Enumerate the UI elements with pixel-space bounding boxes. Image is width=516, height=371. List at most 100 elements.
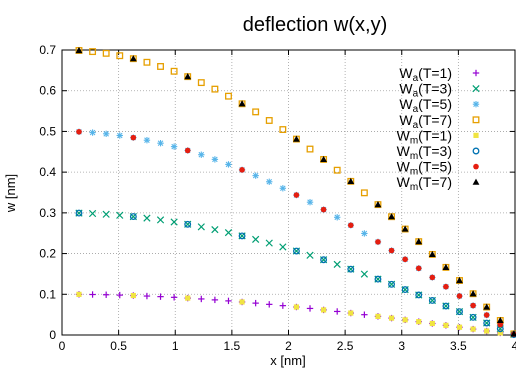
data-point xyxy=(102,210,110,218)
data-point xyxy=(102,130,110,138)
legend-marker xyxy=(472,147,480,155)
data-point xyxy=(456,276,463,284)
data-point xyxy=(415,265,422,272)
data-point xyxy=(429,274,436,281)
data-point xyxy=(116,291,123,299)
data-point xyxy=(279,243,287,251)
data-point xyxy=(347,222,354,229)
data-point xyxy=(238,100,246,107)
legend-marker xyxy=(472,116,480,124)
data-point xyxy=(402,256,408,263)
x-tick-label: 1 xyxy=(172,339,179,353)
data-point xyxy=(375,239,381,245)
y-tick-label: 0 xyxy=(49,328,56,342)
data-point xyxy=(306,198,314,206)
data-point xyxy=(306,145,314,153)
y-tick-label: 0.2 xyxy=(39,247,56,261)
data-point xyxy=(333,308,341,315)
data-point xyxy=(401,286,409,294)
data-point xyxy=(293,192,300,198)
data-point xyxy=(360,189,368,197)
data-point xyxy=(469,313,477,321)
data-point xyxy=(239,167,245,173)
legend-marker xyxy=(472,101,480,108)
data-point xyxy=(443,322,449,328)
data-point xyxy=(198,151,205,158)
data-point xyxy=(279,302,287,309)
legend-marker xyxy=(472,84,480,93)
data-point xyxy=(252,299,259,307)
legend-label: Wa(T=5) xyxy=(399,96,452,115)
data-point xyxy=(347,177,355,184)
data-point xyxy=(442,263,450,270)
data-point xyxy=(252,108,260,116)
data-points xyxy=(75,46,516,339)
data-point xyxy=(360,270,369,278)
data-point xyxy=(333,166,341,174)
y-tick-label: 0.6 xyxy=(39,84,56,98)
data-point xyxy=(428,250,436,258)
data-point xyxy=(456,324,463,330)
x-tick-label: 3 xyxy=(398,339,405,353)
data-point xyxy=(157,139,164,147)
data-point xyxy=(76,291,82,297)
data-point xyxy=(184,73,192,80)
data-point xyxy=(170,218,178,226)
data-point xyxy=(129,55,137,62)
data-point xyxy=(102,49,110,57)
x-axis-label: x [nm] xyxy=(270,353,305,368)
data-point xyxy=(143,136,151,144)
data-point xyxy=(428,297,436,304)
grid xyxy=(62,50,515,335)
data-point xyxy=(415,291,423,299)
legend-label: Wa(T=3) xyxy=(399,81,452,100)
data-point xyxy=(279,126,287,134)
data-point xyxy=(265,117,273,124)
x-tick-label: 2 xyxy=(285,339,292,353)
legend-marker xyxy=(472,69,480,77)
data-point xyxy=(143,214,151,222)
data-point xyxy=(130,292,136,299)
data-point xyxy=(483,319,491,327)
data-point xyxy=(510,330,516,337)
x-tick-label: 0.5 xyxy=(110,339,127,353)
data-point xyxy=(225,161,232,168)
data-point xyxy=(76,128,82,135)
x-tick-label: 4 xyxy=(512,339,516,353)
data-point xyxy=(197,223,205,231)
data-point xyxy=(170,294,178,301)
data-point xyxy=(211,156,219,163)
x-tick-label: 3.5 xyxy=(450,339,467,353)
legend-label: Wm(T=7) xyxy=(397,174,452,193)
data-point xyxy=(416,319,422,325)
data-point xyxy=(321,307,327,313)
data-point xyxy=(88,209,97,218)
legend: Wa(T=1)Wa(T=3)Wa(T=5)Wa(T=7)Wm(T=1)Wm(T=… xyxy=(397,65,480,193)
x-tick-label: 2.5 xyxy=(337,339,354,353)
data-point xyxy=(279,185,287,192)
data-point xyxy=(156,216,165,224)
data-point xyxy=(388,213,395,220)
data-point xyxy=(347,265,355,273)
data-point xyxy=(170,143,178,150)
data-point xyxy=(333,260,341,268)
data-point xyxy=(75,209,83,217)
data-point xyxy=(388,315,395,321)
data-point xyxy=(266,301,273,308)
chart-title: deflection w(x,y) xyxy=(243,14,388,36)
series-5 xyxy=(75,209,516,338)
data-point xyxy=(225,297,232,305)
series-0 xyxy=(75,291,516,339)
data-point xyxy=(211,296,219,304)
data-point xyxy=(89,48,97,56)
data-point xyxy=(252,235,260,244)
data-point xyxy=(374,275,382,283)
y-tick-label: 0.4 xyxy=(39,165,56,179)
data-point xyxy=(470,302,476,309)
data-point xyxy=(197,79,205,87)
data-point xyxy=(157,293,164,300)
data-point xyxy=(224,229,233,237)
data-point xyxy=(483,312,490,318)
data-point xyxy=(184,147,191,154)
data-point xyxy=(239,299,245,305)
